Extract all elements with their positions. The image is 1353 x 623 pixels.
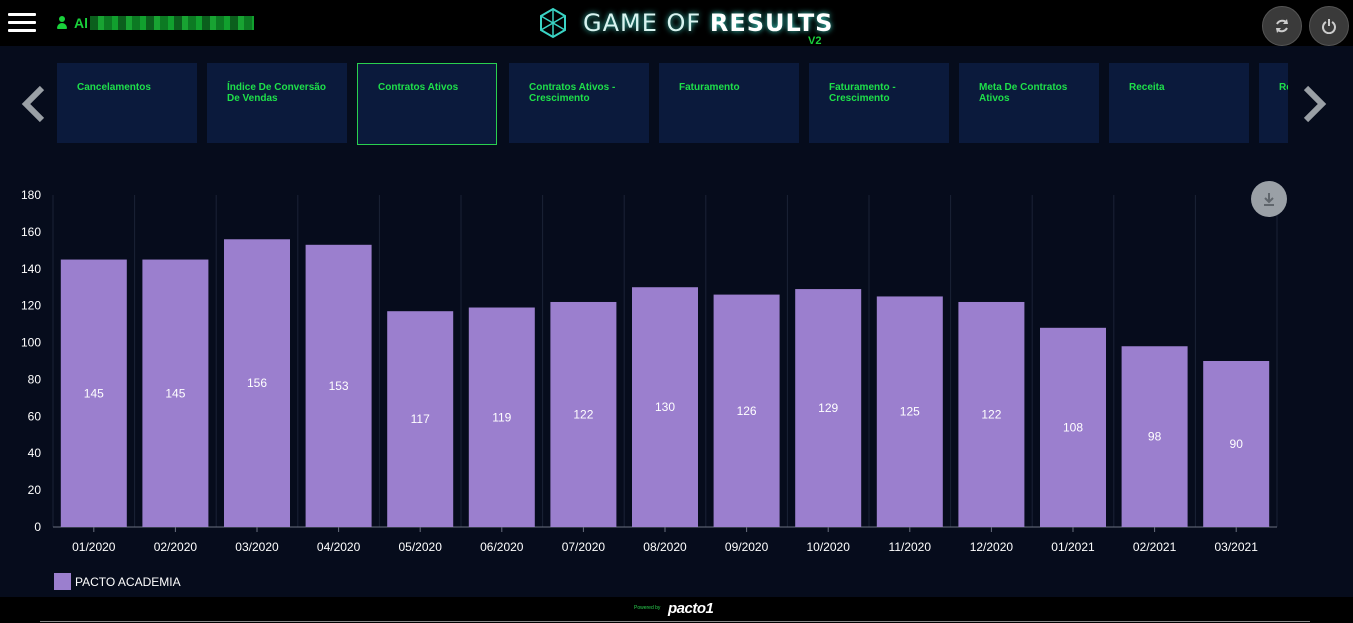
user-name: Al (74, 15, 88, 31)
power-icon (1322, 19, 1336, 34)
top-bar: Al GAME OF RESULTS V2 (0, 0, 1353, 47)
bar-data-label: 122 (981, 407, 1001, 421)
logout-button[interactable] (1309, 6, 1349, 46)
y-tick-label: 140 (21, 262, 41, 276)
app-logo: GAME OF RESULTS (537, 5, 833, 41)
y-tick-label: 80 (28, 372, 42, 386)
y-tick-label: 40 (28, 446, 42, 460)
x-tick-label: 02/2020 (154, 540, 198, 554)
bar (468, 307, 535, 527)
bar-data-label: 145 (84, 386, 104, 400)
card-faturamento-crescimento[interactable]: Faturamento - Crescimento (809, 63, 949, 143)
logo-text: GAME OF RESULTS (583, 9, 834, 37)
bar (1203, 361, 1270, 527)
y-tick-label: 100 (21, 336, 41, 350)
indicator-carousel: Cancelamentos Índice De Conversão De Ven… (57, 63, 1288, 145)
legend-label: PACTO ACADEMIA (75, 574, 181, 589)
bar (60, 259, 127, 527)
bar-data-label: 90 (1230, 437, 1244, 451)
version-badge: V2 (808, 35, 822, 47)
x-tick-label: 05/2020 (399, 540, 443, 554)
card-cancelamentos[interactable]: Cancelamentos (57, 63, 197, 143)
refresh-button[interactable] (1262, 6, 1302, 46)
card-receita-partial[interactable]: Re (1259, 63, 1288, 143)
bar-data-label: 98 (1148, 430, 1162, 444)
footer-divider (40, 621, 1310, 622)
x-tick-label: 08/2020 (643, 540, 687, 554)
x-tick-label: 09/2020 (725, 540, 769, 554)
bar (713, 294, 780, 527)
footer (0, 597, 1353, 623)
card-indice-conversao[interactable]: Índice De Conversão De Vendas (207, 63, 347, 143)
bar (1040, 327, 1106, 527)
x-tick-label: 02/2021 (1133, 540, 1177, 554)
bar (142, 259, 209, 527)
card-meta-contratos-ativos[interactable]: Meta De Contratos Ativos (959, 63, 1099, 143)
card-faturamento[interactable]: Faturamento (659, 63, 799, 143)
bar-data-label: 126 (737, 404, 757, 418)
y-tick-label: 20 (28, 483, 42, 497)
legend-swatch (54, 573, 71, 590)
y-tick-label: 60 (28, 409, 42, 423)
y-tick-label: 120 (21, 299, 41, 313)
download-icon (1264, 193, 1274, 206)
download-button[interactable] (1251, 181, 1287, 217)
x-tick-label: 01/2021 (1051, 540, 1095, 554)
bar-data-label: 130 (655, 400, 675, 414)
powered-by-text: Powered by (634, 605, 661, 611)
logo-emblem-icon (540, 7, 566, 39)
footer-brand: pacto1 (668, 600, 714, 617)
bar (1121, 346, 1188, 527)
user-name-redaction (90, 16, 254, 30)
bar-data-label: 145 (165, 386, 185, 400)
bar-data-label: 122 (573, 407, 593, 421)
bar (795, 289, 862, 527)
x-tick-label: 07/2020 (562, 540, 606, 554)
bar-data-label: 119 (492, 410, 511, 424)
bar (387, 311, 454, 527)
x-tick-label: 03/2020 (235, 540, 279, 554)
card-contratos-ativos[interactable]: Contratos Ativos (357, 63, 497, 145)
x-tick-label: 12/2020 (970, 540, 1014, 554)
y-tick-label: 180 (21, 188, 41, 202)
x-tick-label: 06/2020 (480, 540, 524, 554)
bar-data-label: 125 (900, 405, 920, 419)
x-tick-label: 11/2020 (889, 540, 932, 554)
bar-data-label: 129 (818, 401, 838, 415)
chevron-right-icon[interactable] (1300, 84, 1330, 124)
bar-data-label: 153 (329, 379, 349, 393)
bar (876, 296, 943, 527)
bar (958, 301, 1025, 527)
bar-chart: 0 20 40 60 80 100 120 140 160 180 145 01/2020 145 02/… (21, 188, 1278, 554)
y-tick-label: 0 (34, 520, 41, 534)
card-contratos-ativos-crescimento[interactable]: Contratos Ativos - Crescimento (509, 63, 649, 143)
y-tick-label: 160 (21, 225, 41, 239)
user-icon (56, 16, 68, 30)
bar (305, 244, 372, 528)
x-tick-label: 03/2021 (1215, 540, 1259, 554)
chevron-left-icon[interactable] (18, 84, 48, 124)
bar-data-label: 117 (411, 412, 430, 426)
bar (550, 301, 617, 527)
hamburger-icon[interactable] (8, 13, 36, 33)
refresh-icon (1276, 19, 1288, 33)
x-tick-label: 10/2020 (807, 540, 851, 554)
bar (224, 239, 290, 527)
user-info[interactable]: Al (56, 15, 254, 31)
chart-legend[interactable]: PACTO ACADEMIA (54, 573, 181, 590)
bar (632, 287, 698, 527)
x-tick-label: 04/2020 (317, 540, 361, 554)
x-tick-label: 01/2020 (72, 540, 116, 554)
bar-data-label: 156 (247, 376, 267, 390)
bar-data-label: 108 (1063, 420, 1083, 434)
card-receita[interactable]: Receita (1109, 63, 1249, 143)
